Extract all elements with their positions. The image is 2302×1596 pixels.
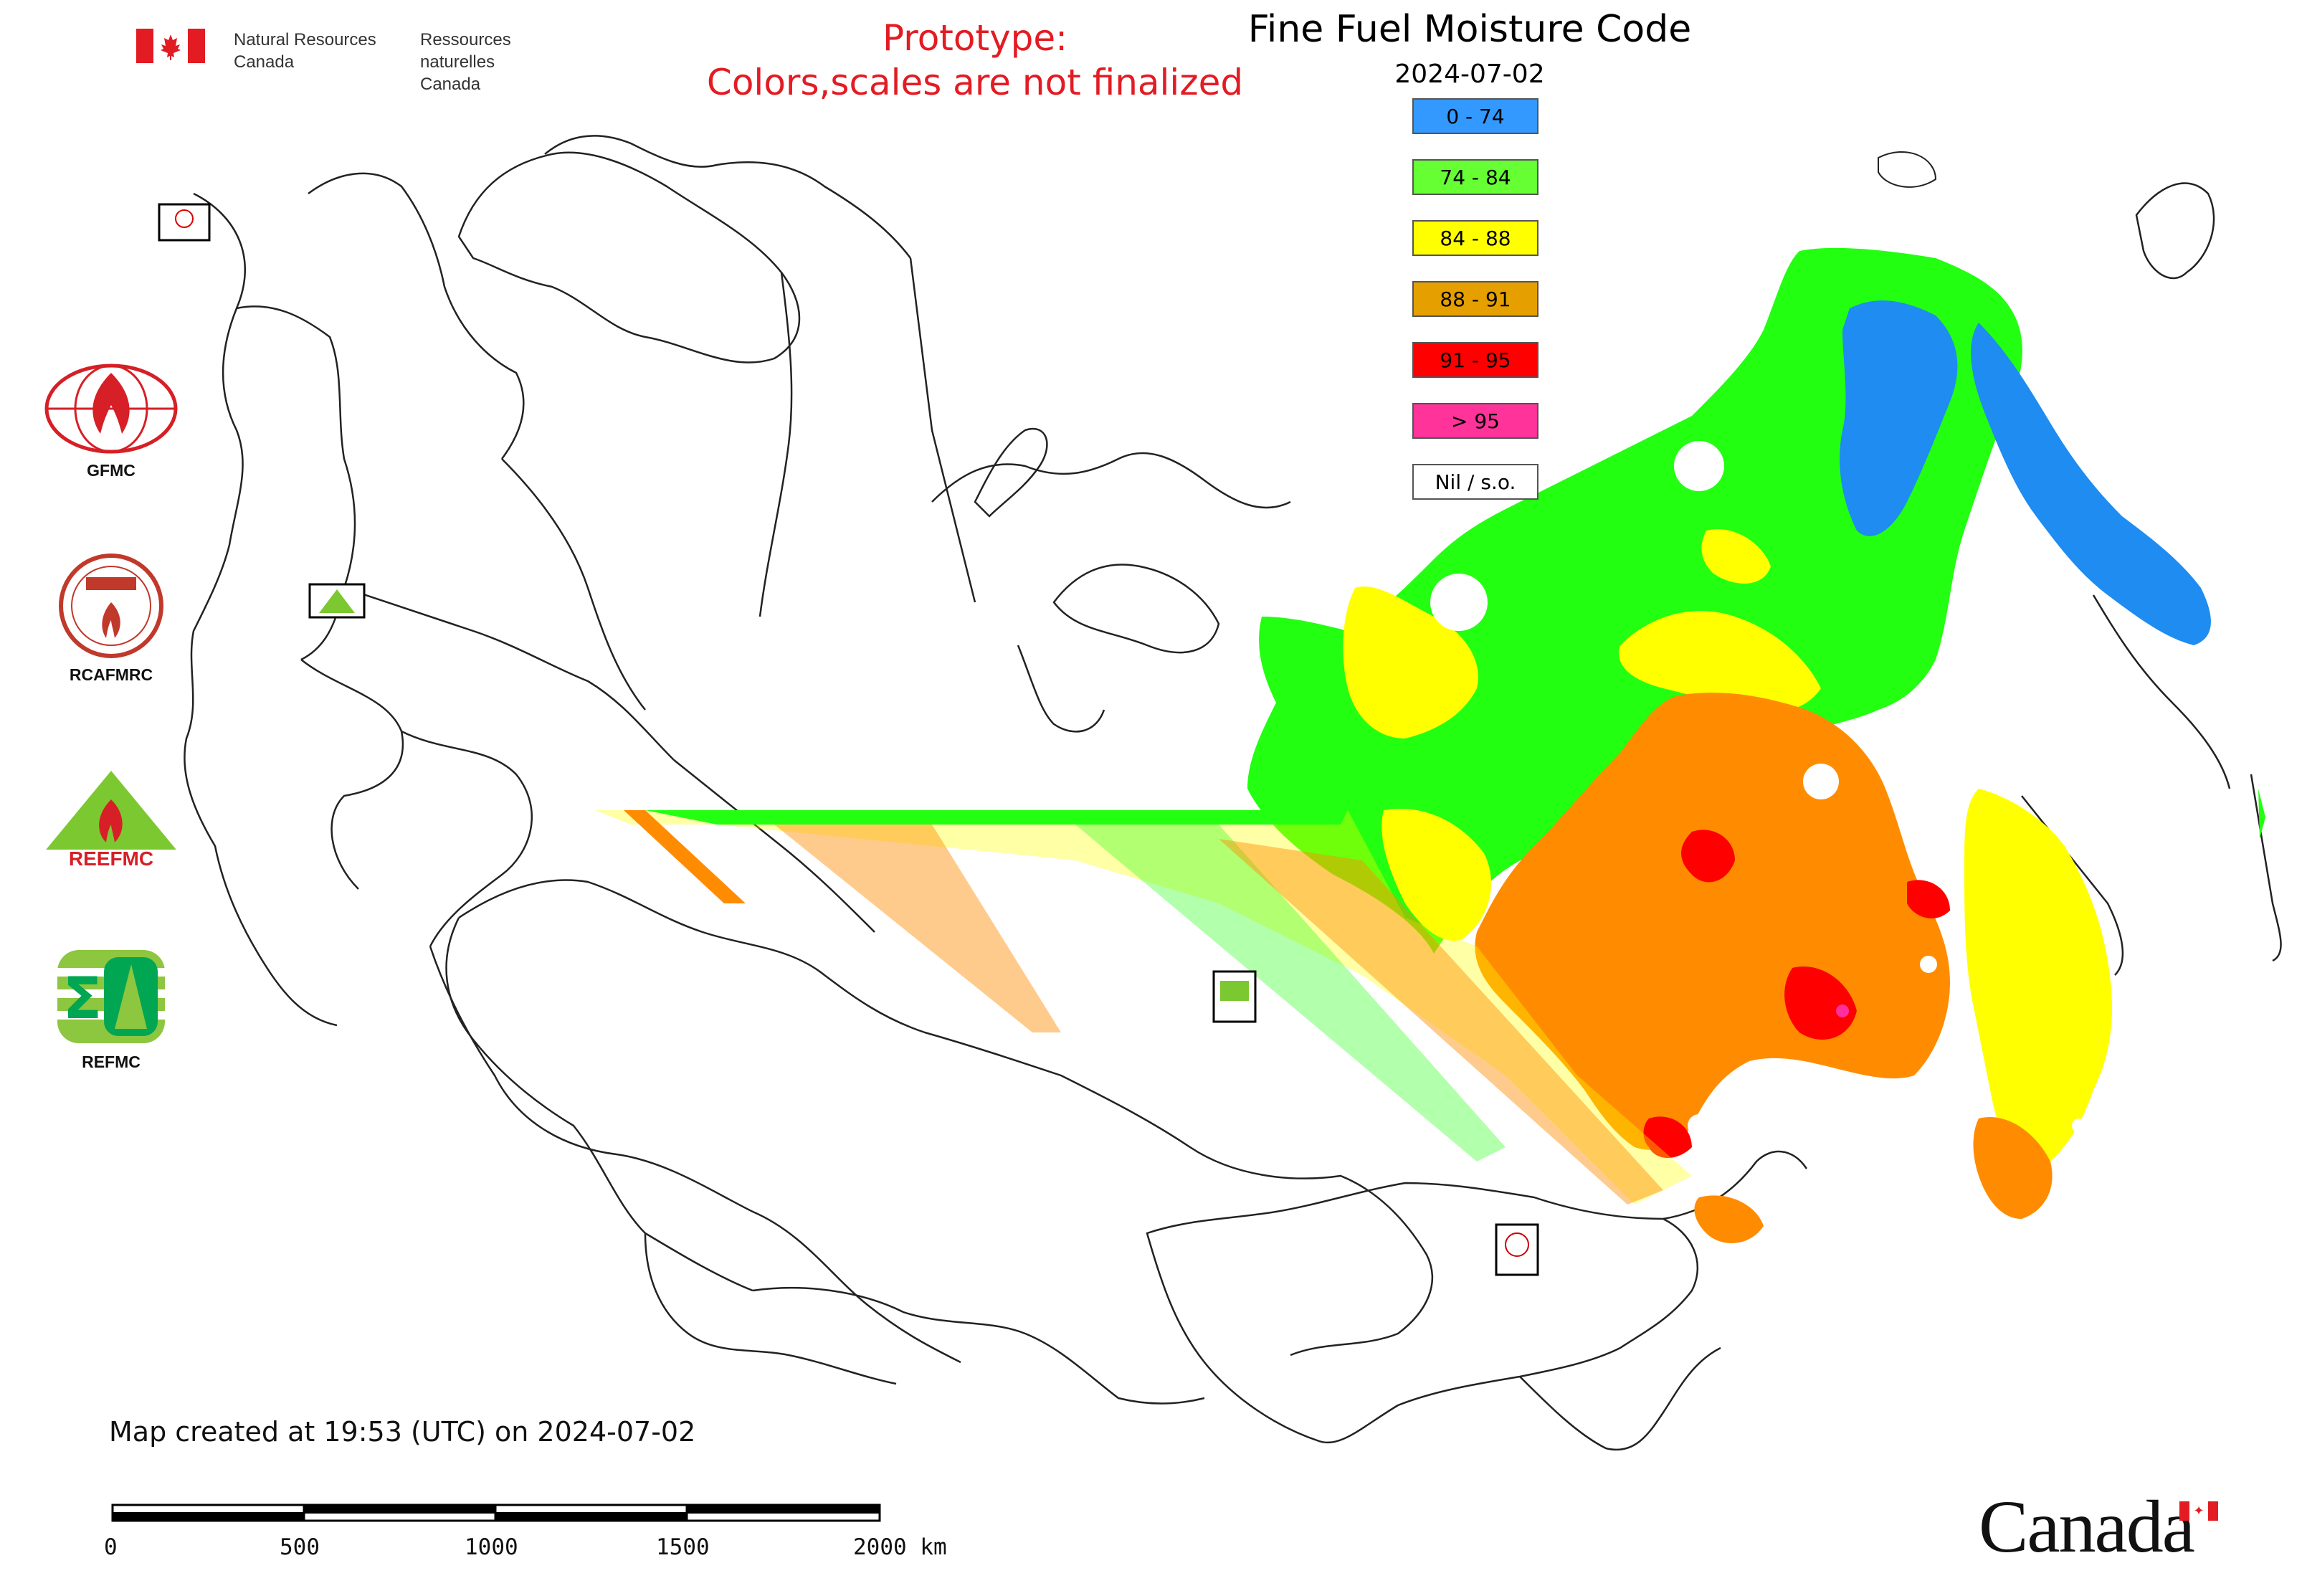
- svg-text:Σ: Σ: [63, 965, 103, 1032]
- reefmc-logo[interactable]: REEFMC: [36, 767, 186, 873]
- refmc-logo-icon: Σ: [57, 950, 165, 1043]
- prototype-notice: Prototype: Colors,scales are not finaliz…: [588, 16, 1362, 105]
- turkmenistan-border: [644, 1232, 897, 1385]
- refmc-logo[interactable]: Σ REFMC: [36, 946, 186, 1072]
- gov-fr-line2: Canada: [420, 75, 481, 94]
- finland-border: [308, 172, 525, 460]
- canada-wordmark: Canada: [1979, 1486, 2195, 1568]
- map-date: 2024-07-02: [1394, 60, 1545, 89]
- kazakhstan-south-border: [752, 1287, 1205, 1405]
- ukraine-border: [401, 730, 533, 947]
- gov-fr-line1: Ressources naturelles: [420, 30, 511, 72]
- legend-item-gt-95: > 95: [1412, 403, 1538, 439]
- scale-label-500: 500: [280, 1534, 320, 1560]
- gfmc-label: GFMC: [87, 461, 135, 480]
- legend-label: 0 - 74: [1446, 104, 1505, 128]
- gov-name-french: Ressources naturelles Canada: [420, 29, 585, 95]
- prototype-line1: Prototype:: [882, 17, 1068, 59]
- kazakhstan-west-border: [445, 917, 753, 1292]
- legend-label: 91 - 95: [1440, 348, 1511, 372]
- legend-item-74-84: 74 - 84: [1412, 159, 1538, 195]
- okhotsk-coast: [2092, 594, 2231, 789]
- legend: 0 - 74 74 - 84 84 - 88 88 - 91 91 - 95 >…: [1412, 98, 1541, 525]
- scale-label-1500: 1500: [656, 1534, 710, 1560]
- scale-label-1000: 1000: [465, 1534, 518, 1560]
- kuril-islands: [2250, 774, 2282, 962]
- gfmc-logo[interactable]: GFMC: [36, 362, 186, 480]
- country-boundaries: [184, 135, 2282, 1451]
- svg-text:REEFMC: REEFMC: [69, 847, 153, 868]
- canada-flag-icon: [136, 29, 205, 63]
- region-boundary-2: [501, 458, 646, 711]
- legend-label: > 95: [1451, 409, 1500, 433]
- caucasus-border: [429, 946, 961, 1364]
- scale-label-2000: 2000 km: [853, 1534, 947, 1560]
- refmc-label: REFMC: [82, 1053, 141, 1071]
- legend-label: 74 - 84: [1440, 165, 1511, 189]
- region-boundary-1: [343, 586, 675, 761]
- western-border: [184, 192, 338, 1027]
- rcafmrc-logo[interactable]: RCAFMRC: [36, 552, 186, 685]
- gov-en-line1: Natural Resources: [234, 30, 376, 49]
- rcafmrc-label: RCAFMRC: [69, 665, 153, 684]
- kola-peninsula-outline: [457, 151, 801, 364]
- legend-item-91-95: 91 - 95: [1412, 342, 1538, 378]
- novaya-zemlya-outline: [974, 427, 1048, 518]
- gfmc-logo-icon: [44, 364, 178, 454]
- scale-bar: [111, 1504, 881, 1522]
- belarus-border: [300, 659, 404, 890]
- reefmc-logo-icon: REEFMC: [36, 771, 186, 868]
- map-title: Fine Fuel Moisture Code: [1247, 8, 1692, 51]
- region-boundary-4: [758, 272, 793, 617]
- chukotka-outline: [2135, 182, 2215, 280]
- legend-label: Nil / s.o.: [1435, 470, 1516, 494]
- mongolia-outline: [1146, 1182, 1699, 1444]
- map-mini-logos: [158, 203, 1539, 1276]
- gov-en-line2: Canada: [234, 52, 295, 72]
- legend-label: 88 - 91: [1440, 287, 1511, 311]
- legend-item-84-88: 84 - 88: [1412, 220, 1538, 256]
- taymyr-outline: [1052, 564, 1220, 654]
- region-boundary-5: [909, 257, 976, 603]
- government-header: Natural Resources Canada Ressources natu…: [136, 29, 585, 95]
- fire-weather-raster: [595, 151, 2265, 1243]
- arctic-coast-west: [544, 135, 911, 259]
- china-inner-border: [1519, 1346, 1721, 1451]
- legend-label: 84 - 88: [1440, 226, 1511, 250]
- legend-item-88-91: 88 - 91: [1412, 281, 1538, 317]
- legend-item-nil: Nil / s.o.: [1412, 464, 1538, 500]
- rcafmrc-logo-icon: [59, 554, 163, 658]
- scale-label-0: 0: [104, 1534, 118, 1560]
- kazakhstan-north-border: [458, 879, 1434, 1357]
- prototype-line2: Colors,scales are not finalized: [706, 62, 1244, 103]
- region-boundary-3: [673, 759, 875, 933]
- gov-name-english: Natural Resources Canada: [234, 29, 399, 73]
- yamal-coast: [1017, 645, 1105, 733]
- wordmark-flag-icon: ✦: [2179, 1501, 2218, 1521]
- arctic-coast-central: [931, 452, 1291, 509]
- legend-item-0-74: 0 - 74: [1412, 98, 1538, 134]
- map-created-text: Map created at 19:53 (UTC) on 2024-07-02: [109, 1416, 696, 1448]
